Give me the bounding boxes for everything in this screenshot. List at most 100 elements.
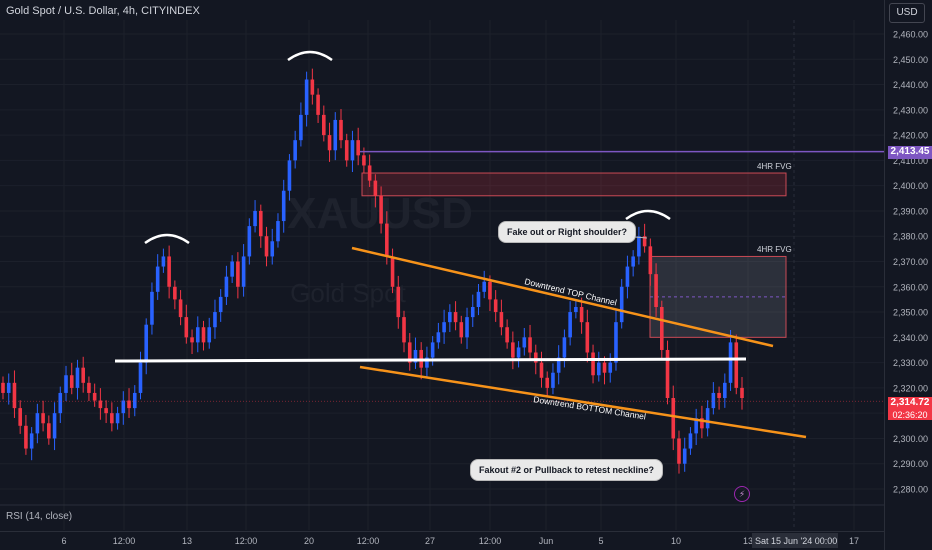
candle-body [41, 413, 45, 424]
candle-body [161, 256, 166, 267]
candle-body [682, 448, 687, 464]
candle-body [579, 307, 584, 323]
candle-body [700, 418, 704, 429]
candle-body [556, 357, 561, 373]
candle-body [362, 155, 366, 166]
fvg-zones [361, 172, 787, 338]
candle-body [516, 347, 521, 358]
rsi-indicator-label[interactable]: RSI (14, close) [6, 511, 73, 522]
x-tick-label: Jun [539, 536, 554, 546]
candle-body [304, 79, 309, 115]
candle-body [316, 94, 320, 115]
candle-body [253, 210, 257, 227]
candle-body [390, 256, 395, 287]
head-arc [287, 50, 333, 62]
candle-body [648, 246, 653, 275]
candle-body [367, 165, 372, 181]
candle-body [98, 400, 103, 409]
candle-body [127, 400, 131, 409]
candle-body [413, 349, 418, 363]
candle-body [241, 256, 246, 287]
currency-button[interactable]: USD [889, 3, 925, 23]
candle-body [505, 327, 509, 343]
y-tick-label: 2,440.00 [893, 80, 928, 90]
candle-body [110, 413, 114, 424]
candle-body [379, 195, 383, 224]
candle-body [551, 372, 555, 388]
fvg-top-zone [361, 172, 787, 197]
candle-body [87, 382, 91, 393]
candle-body [184, 317, 189, 338]
candle-body [327, 135, 332, 151]
right-shoulder-callout[interactable]: Fake out or Right shoulder? [498, 221, 637, 243]
candle-body [596, 362, 601, 376]
y-tick-label: 2,350.00 [893, 308, 928, 318]
candle-body [459, 322, 464, 338]
x-tick-label: 12:00 [235, 536, 258, 546]
last-price-tag: 2,314.72 [888, 397, 932, 409]
candle-body [6, 382, 11, 393]
candle-body [465, 317, 469, 338]
candle-body [619, 286, 624, 323]
candle-body [476, 291, 481, 307]
candle-body [522, 337, 527, 348]
candle-body [470, 307, 475, 318]
candle-body [574, 307, 578, 313]
candle-body [430, 342, 435, 358]
y-tick-label: 2,390.00 [893, 206, 928, 216]
candle-body [24, 425, 28, 449]
y-tick-label: 2,360.00 [893, 282, 928, 292]
candle-body [276, 221, 280, 242]
candle-body [190, 337, 194, 343]
y-tick-label: 2,450.00 [893, 55, 928, 65]
candle-body [236, 261, 240, 287]
candle-body [585, 322, 590, 353]
x-tick-label: 10 [671, 536, 681, 546]
candle-body [322, 114, 326, 136]
x-tick-label: 12:00 [479, 536, 502, 546]
candle-body [350, 140, 355, 161]
candle-body [144, 324, 149, 363]
candle-body [562, 337, 567, 358]
x-tick-label: 13 [182, 536, 192, 546]
candle-body [310, 79, 315, 95]
candle-body [539, 362, 544, 378]
candle-body [694, 418, 698, 434]
price-axis: 2,460.00 2,450.00 2,440.00 2,430.00 2,420.00… [884, 0, 932, 550]
candle-body [499, 312, 504, 328]
candle-body [568, 312, 572, 338]
y-tick-label: 2,280.00 [893, 485, 928, 495]
candle-body [488, 281, 492, 300]
candle-body [482, 281, 487, 292]
candle-body [167, 256, 171, 287]
candle-body [1, 382, 5, 393]
candle-body [178, 299, 183, 318]
candle-body [287, 160, 292, 191]
y-tick-label: 2,300.00 [893, 434, 928, 444]
y-tick-label: 2,410.00 [893, 156, 928, 166]
candle-body [740, 387, 744, 398]
candle-body [614, 322, 618, 363]
fakeout-callout[interactable]: Fakout #2 or Pullback to retest neckline… [470, 459, 664, 481]
candle-body [637, 236, 641, 257]
candle-body [155, 266, 160, 292]
symbol-title[interactable]: Gold Spot / U.S. Dollar, 4h, CITYINDEX [6, 5, 200, 17]
candle-body [195, 327, 200, 343]
bottom-channel-label: Downtrend BOTTOM Channel [533, 394, 647, 421]
x-tick-label: 27 [425, 536, 435, 546]
y-tick-label: 2,320.00 [893, 383, 928, 393]
y-tick-label: 2,400.00 [893, 181, 928, 191]
cursor-time-label: Sat 15 Jun '24 00:00 [755, 536, 837, 546]
x-tick-label: 17 [849, 536, 859, 546]
right-shoulder-arc [625, 209, 671, 221]
candle-body [631, 256, 635, 267]
x-tick-label: 12:00 [113, 536, 136, 546]
candle-body [247, 226, 252, 257]
watermark-name: Gold Spot [290, 278, 406, 308]
candle-body [224, 276, 229, 297]
bolt-icon[interactable]: ⚡ [734, 486, 750, 502]
candle-body [591, 352, 595, 376]
candle-body [677, 438, 681, 464]
candle-body [711, 392, 716, 409]
